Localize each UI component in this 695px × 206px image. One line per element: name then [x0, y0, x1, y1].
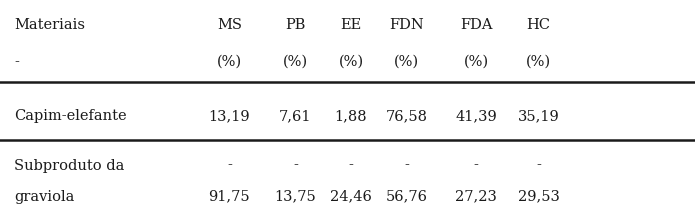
Text: FDA: FDA [460, 18, 492, 32]
Text: (%): (%) [526, 55, 551, 69]
Text: -: - [404, 158, 409, 172]
Text: -: - [293, 158, 298, 172]
Text: (%): (%) [338, 55, 363, 69]
Text: 35,19: 35,19 [518, 108, 559, 122]
Text: 13,19: 13,19 [208, 108, 250, 122]
Text: 1,88: 1,88 [335, 108, 367, 122]
Text: MS: MS [217, 18, 242, 32]
Text: -: - [536, 158, 541, 172]
Text: (%): (%) [283, 55, 308, 69]
Text: (%): (%) [217, 55, 242, 69]
Text: -: - [348, 158, 354, 172]
Text: FDN: FDN [389, 18, 424, 32]
Text: Materiais: Materiais [14, 18, 85, 32]
Text: -: - [227, 158, 232, 172]
Text: 13,75: 13,75 [275, 189, 316, 203]
Text: (%): (%) [464, 55, 489, 69]
Text: 76,58: 76,58 [386, 108, 427, 122]
Text: HC: HC [527, 18, 550, 32]
Text: 91,75: 91,75 [208, 189, 250, 203]
Text: graviola: graviola [14, 189, 74, 203]
Text: 24,46: 24,46 [330, 189, 372, 203]
Text: -: - [473, 158, 479, 172]
Text: Subproduto da: Subproduto da [14, 158, 124, 172]
Text: 29,53: 29,53 [518, 189, 559, 203]
Text: 7,61: 7,61 [279, 108, 311, 122]
Text: Capim-elefante: Capim-elefante [14, 108, 126, 122]
Text: (%): (%) [394, 55, 419, 69]
Text: EE: EE [341, 18, 361, 32]
Text: 41,39: 41,39 [455, 108, 497, 122]
Text: -: - [14, 55, 19, 69]
Text: PB: PB [285, 18, 306, 32]
Text: 27,23: 27,23 [455, 189, 497, 203]
Text: 56,76: 56,76 [386, 189, 427, 203]
